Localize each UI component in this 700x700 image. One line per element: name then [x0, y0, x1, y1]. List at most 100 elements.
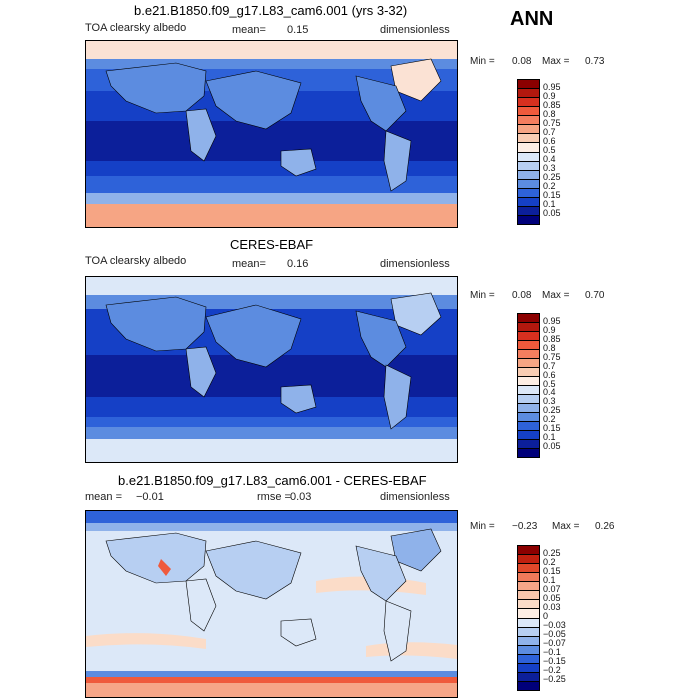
panel3-mean-value: −0.01 — [136, 491, 164, 503]
colorbar-swatch — [518, 386, 539, 395]
colorbar-swatch — [518, 152, 539, 162]
colorbar-swatch — [518, 440, 539, 449]
panel2-map — [85, 276, 458, 463]
colorbar-swatch — [518, 654, 539, 664]
colorbar-tick-label: 0.7 — [543, 127, 556, 137]
colorbar-swatch — [518, 404, 539, 413]
colorbar-swatch — [518, 564, 539, 574]
colorbar-tick-label: 0.4 — [543, 154, 556, 164]
colorbar-swatch — [518, 368, 539, 377]
colorbar-swatch — [518, 645, 539, 655]
colorbar-swatch — [518, 600, 539, 610]
panel3-min-label: Min = — [470, 521, 495, 532]
colorbar-swatch — [518, 80, 539, 90]
colorbar-tick-label: 0.9 — [543, 324, 556, 335]
colorbar-tick-label: 0.95 — [543, 82, 561, 92]
panel1-colorbar — [517, 79, 540, 225]
colorbar-tick-label: 0.05 — [543, 208, 561, 218]
colorbar-tick-label: 0 — [543, 611, 549, 621]
colorbar-swatch — [518, 116, 539, 126]
panel1-max-label: Max = — [542, 56, 570, 67]
colorbar-swatch — [518, 89, 539, 99]
colorbar-swatch — [518, 627, 539, 637]
panel3-colorbar — [517, 545, 540, 691]
colorbar-tick-label: 0.8 — [543, 342, 556, 353]
colorbar-tick-label: 0.1 — [543, 575, 556, 585]
panel1-variable: TOA clearsky albedo — [85, 22, 187, 34]
panel1-max-value: 0.73 — [585, 56, 605, 67]
panel2-colorbar — [517, 313, 540, 458]
colorbar-swatch — [518, 431, 539, 440]
colorbar-tick-label: 0.2 — [543, 414, 556, 425]
colorbar-swatch — [518, 618, 539, 628]
colorbar-tick-label: 0.75 — [543, 118, 561, 128]
panel2-max-label: Max = — [542, 290, 570, 301]
colorbar-tick-label: 0.6 — [543, 136, 556, 146]
colorbar-swatch — [518, 98, 539, 108]
colorbar-tick-label: 0.05 — [543, 441, 561, 452]
colorbar-swatch — [518, 215, 539, 224]
colorbar-swatch — [518, 582, 539, 592]
colorbar-swatch — [518, 681, 539, 690]
panel2-title: CERES-EBAF — [230, 237, 314, 252]
colorbar-tick-label: −0.07 — [543, 638, 566, 648]
panel1-mean-label: mean= — [232, 24, 266, 36]
colorbar-tick-label: 0.1 — [543, 432, 556, 443]
panel3-max-value: 0.26 — [595, 521, 615, 532]
colorbar-tick-label: 0.95 — [543, 315, 561, 326]
colorbar-swatch — [518, 341, 539, 350]
colorbar-swatch — [518, 555, 539, 565]
colorbar-swatch — [518, 573, 539, 583]
colorbar-tick-label: 0.1 — [543, 199, 556, 209]
colorbar-swatch — [518, 134, 539, 144]
colorbar-swatch — [518, 170, 539, 180]
colorbar-swatch — [518, 422, 539, 431]
colorbar-tick-label: 0.3 — [543, 396, 556, 407]
colorbar-tick-label: 0.2 — [543, 557, 556, 567]
colorbar-swatch — [518, 546, 539, 556]
colorbar-swatch — [518, 161, 539, 171]
colorbar-tick-label: 0.7 — [543, 360, 556, 371]
colorbar-tick-label: 0.5 — [543, 145, 556, 155]
colorbar-swatch — [518, 188, 539, 198]
colorbar-tick-label: −0.2 — [543, 665, 561, 675]
colorbar-swatch — [518, 332, 539, 341]
colorbar-swatch — [518, 197, 539, 207]
colorbar-swatch — [518, 107, 539, 117]
colorbar-tick-label: −0.03 — [543, 620, 566, 630]
colorbar-swatch — [518, 350, 539, 359]
colorbar-tick-label: 0.85 — [543, 100, 561, 110]
colorbar-swatch — [518, 314, 539, 323]
colorbar-tick-label: 0.5 — [543, 378, 556, 389]
colorbar-tick-label: 0.07 — [543, 584, 561, 594]
colorbar-swatch — [518, 359, 539, 368]
panel2-mean-label: mean= — [232, 258, 266, 270]
colorbar-swatch — [518, 672, 539, 682]
colorbar-tick-label: −0.05 — [543, 629, 566, 639]
colorbar-swatch — [518, 663, 539, 673]
colorbar-tick-label: 0.85 — [543, 333, 561, 344]
panel3-min-value: −0.23 — [512, 521, 538, 532]
colorbar-tick-label: 0.15 — [543, 190, 561, 200]
colorbar-swatch — [518, 179, 539, 189]
panel1-map-svg — [86, 41, 457, 227]
panel1-title: b.e21.B1850.f09_g17.L83_cam6.001 (yrs 3-… — [134, 3, 408, 18]
panel1-mean-value: 0.15 — [287, 24, 309, 36]
panel3-rmse-value: 0.03 — [290, 491, 312, 503]
colorbar-tick-label: 0.9 — [543, 91, 556, 101]
colorbar-swatch — [518, 125, 539, 135]
colorbar-tick-label: 0.4 — [543, 387, 556, 398]
colorbar-swatch — [518, 377, 539, 386]
panel2-min-value: 0.08 — [512, 290, 532, 301]
colorbar-swatch — [518, 591, 539, 601]
panel3-map-svg — [86, 511, 457, 697]
panel2-mean-value: 0.16 — [287, 258, 309, 270]
panel3-map — [85, 510, 458, 698]
colorbar-tick-label: −0.25 — [543, 674, 566, 684]
colorbar-tick-label: 0.15 — [543, 566, 561, 576]
colorbar-swatch — [518, 206, 539, 216]
colorbar-swatch — [518, 395, 539, 404]
colorbar-tick-label: 0.25 — [543, 405, 561, 416]
colorbar-swatch — [518, 449, 539, 457]
colorbar-tick-label: −0.15 — [543, 656, 566, 666]
